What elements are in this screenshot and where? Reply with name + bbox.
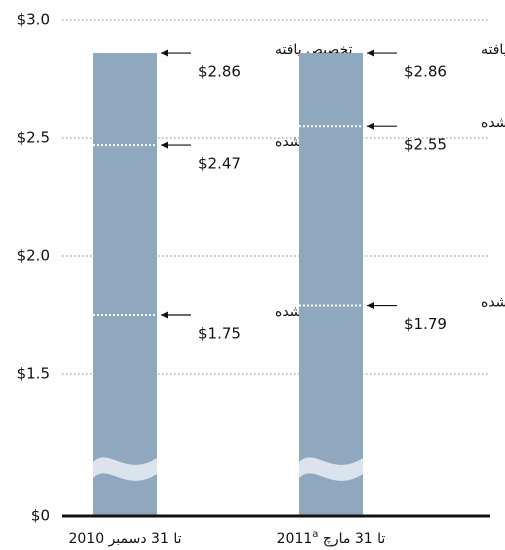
y-tick-label: $2.0: [17, 247, 50, 265]
y-tick-label: $2.5: [17, 129, 50, 147]
data-label: $2.55: [404, 136, 447, 154]
data-label: $2.86: [404, 63, 447, 81]
annotation-name: تعهد شده: [481, 115, 505, 131]
data-label: $1.75: [198, 325, 241, 343]
arrow-head: [161, 141, 168, 149]
arrow-head: [161, 49, 168, 57]
annotation-name: تخصیص یافته: [481, 42, 505, 58]
annotation-name: نقد شده: [481, 295, 505, 311]
y-tick-label: $3.0: [17, 11, 50, 29]
data-label: $2.47: [198, 155, 241, 173]
x-tick-label: تا 31 مارچ 2011a: [277, 529, 386, 548]
axis-break: [93, 457, 157, 481]
y-tick-label: $0: [31, 507, 50, 525]
y-tick-label: $1.5: [17, 365, 50, 383]
x-tick-label: تا 31 دسمبر 2010: [68, 531, 181, 547]
bar: [299, 53, 363, 516]
data-label: $2.86: [198, 63, 241, 81]
axis-break: [299, 457, 363, 481]
arrow-head: [161, 311, 168, 319]
footnote-mark: a: [312, 529, 318, 540]
arrow-head: [367, 122, 374, 130]
arrow-head: [367, 302, 374, 310]
arrow-head: [367, 49, 374, 57]
bar: [93, 53, 157, 516]
data-label: $1.79: [404, 315, 447, 333]
